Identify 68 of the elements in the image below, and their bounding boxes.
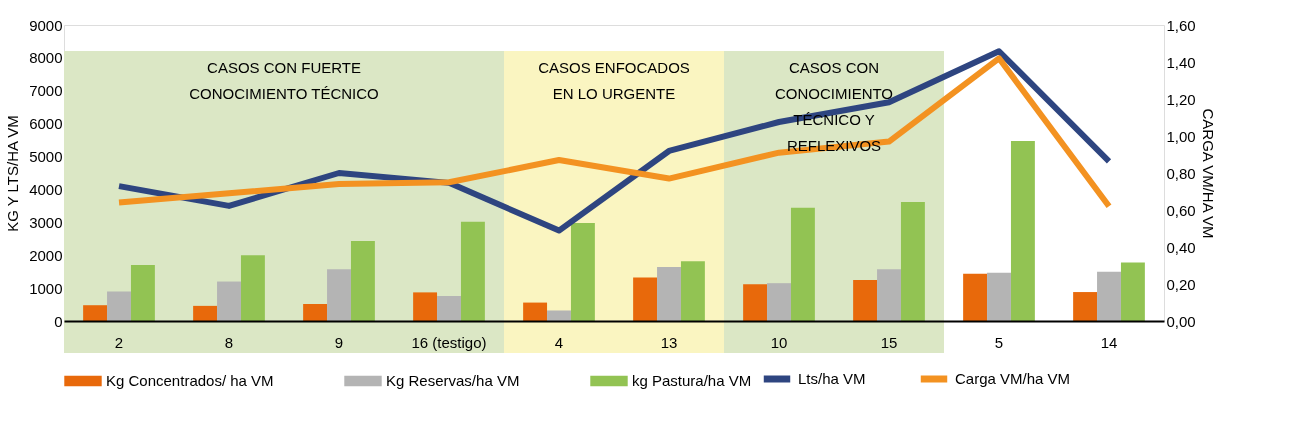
bar xyxy=(900,201,925,321)
y2-tick-label: 1,20 xyxy=(1166,90,1196,108)
y2-tick-label: 0,00 xyxy=(1166,312,1196,330)
y-tick-label: 8000 xyxy=(29,49,63,67)
bar xyxy=(217,281,241,321)
y-tick-label: 9000 xyxy=(29,16,63,34)
y-tick-label: 5000 xyxy=(29,148,63,166)
bar xyxy=(963,273,988,321)
bar xyxy=(240,255,265,321)
x-tick-label: 8 xyxy=(224,333,234,351)
y2-tick-label: 0,20 xyxy=(1166,275,1196,293)
x-tick-label: 13 xyxy=(660,333,678,351)
bar xyxy=(1073,292,1098,321)
y2-tick-label: 1,40 xyxy=(1166,53,1196,71)
x-tick-label: 9 xyxy=(334,333,344,351)
bar xyxy=(437,296,461,321)
y-tick-label: 1000 xyxy=(29,279,63,297)
bar xyxy=(767,283,791,321)
y2-tick-label: 0,80 xyxy=(1166,164,1196,182)
bar xyxy=(350,241,375,321)
bar xyxy=(413,292,438,321)
legend-label: Kg Concentrados/ ha VM xyxy=(106,372,274,389)
y-tick-label: 0 xyxy=(54,312,63,330)
legend-label: Lts/ha VM xyxy=(798,370,866,387)
bar xyxy=(987,272,1011,321)
bar xyxy=(107,291,131,321)
bar xyxy=(1010,141,1035,321)
bar xyxy=(523,302,548,321)
bar xyxy=(853,279,878,321)
x-tick-label: 15 xyxy=(880,333,898,351)
bar xyxy=(547,310,571,321)
bar xyxy=(193,305,218,321)
y2-axis-title: CARGA VM/HA VM xyxy=(1199,108,1217,239)
y2-tick-label: 0,60 xyxy=(1166,201,1196,219)
bar xyxy=(460,221,485,321)
x-tick-label: 5 xyxy=(994,333,1004,351)
x-tick-label: 10 xyxy=(770,333,788,351)
bar xyxy=(83,305,108,321)
band-label: CASOS ENFOCADOS EN LO URGENTE xyxy=(538,59,690,102)
bar xyxy=(570,222,595,321)
bar xyxy=(633,277,658,321)
legend-label: Carga VM/ha VM xyxy=(955,370,1071,387)
x-tick-label: 16 (testigo) xyxy=(411,333,487,351)
y-tick-label: 7000 xyxy=(29,82,63,100)
y-tick-label: 6000 xyxy=(29,115,63,133)
bar xyxy=(680,261,705,321)
y2-tick-label: 0,40 xyxy=(1166,238,1196,256)
bar xyxy=(303,303,328,321)
bar xyxy=(743,284,768,321)
y-axis-title: KG Y LTS/HA VM xyxy=(4,115,22,232)
bar xyxy=(1120,262,1145,321)
y-tick-label: 3000 xyxy=(29,213,63,231)
x-tick-label: 2 xyxy=(114,333,124,351)
bar xyxy=(877,269,901,321)
y-tick-label: 2000 xyxy=(29,246,63,264)
y2-tick-label: 1,00 xyxy=(1166,127,1196,145)
x-tick-label: 14 xyxy=(1100,333,1118,351)
band-label: CASOS CON FUERTE CONOCIMIENTO TÉCNICO xyxy=(189,59,379,102)
bar xyxy=(790,207,815,321)
bar xyxy=(657,267,681,321)
bar xyxy=(327,269,351,321)
y2-tick-label: 1,60 xyxy=(1166,16,1196,34)
y-tick-label: 4000 xyxy=(29,180,63,198)
legend-label: Kg Reservas/ha VM xyxy=(386,372,520,389)
bar xyxy=(130,265,155,321)
bar xyxy=(1097,271,1121,321)
legend-label: kg Pastura/ha VM xyxy=(632,372,752,389)
x-tick-label: 4 xyxy=(554,333,564,351)
